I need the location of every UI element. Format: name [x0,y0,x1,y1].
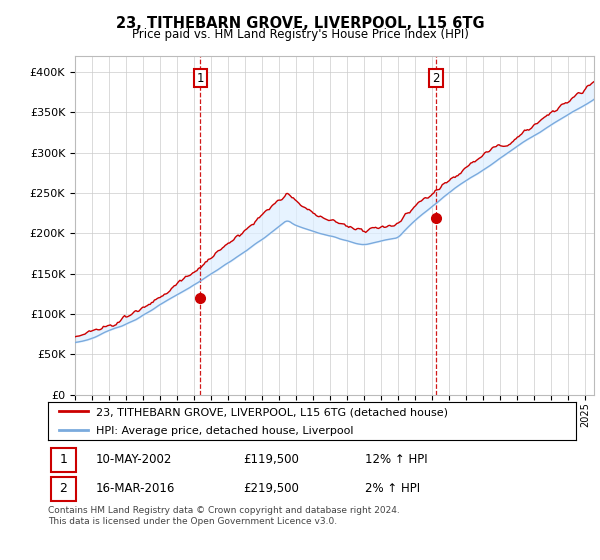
Text: 23, TITHEBARN GROVE, LIVERPOOL, L15 6TG: 23, TITHEBARN GROVE, LIVERPOOL, L15 6TG [116,16,484,31]
Text: 10-MAY-2002: 10-MAY-2002 [95,453,172,466]
Bar [50,448,76,472]
Text: 2: 2 [432,72,440,85]
Text: Price paid vs. HM Land Registry's House Price Index (HPI): Price paid vs. HM Land Registry's House … [131,28,469,41]
Text: 23, TITHEBARN GROVE, LIVERPOOL, L15 6TG (detached house): 23, TITHEBARN GROVE, LIVERPOOL, L15 6TG … [95,407,448,417]
Text: 16-MAR-2016: 16-MAR-2016 [95,482,175,496]
Text: 2% ↑ HPI: 2% ↑ HPI [365,482,420,496]
Text: 1: 1 [196,72,204,85]
Text: HPI: Average price, detached house, Liverpool: HPI: Average price, detached house, Live… [95,426,353,436]
Text: £219,500: £219,500 [244,482,299,496]
Text: 1: 1 [59,453,67,466]
Text: 2: 2 [59,482,67,496]
Text: 12% ↑ HPI: 12% ↑ HPI [365,453,427,466]
Text: Contains HM Land Registry data © Crown copyright and database right 2024.
This d: Contains HM Land Registry data © Crown c… [48,506,400,526]
Bar [50,477,76,501]
Text: £119,500: £119,500 [244,453,299,466]
